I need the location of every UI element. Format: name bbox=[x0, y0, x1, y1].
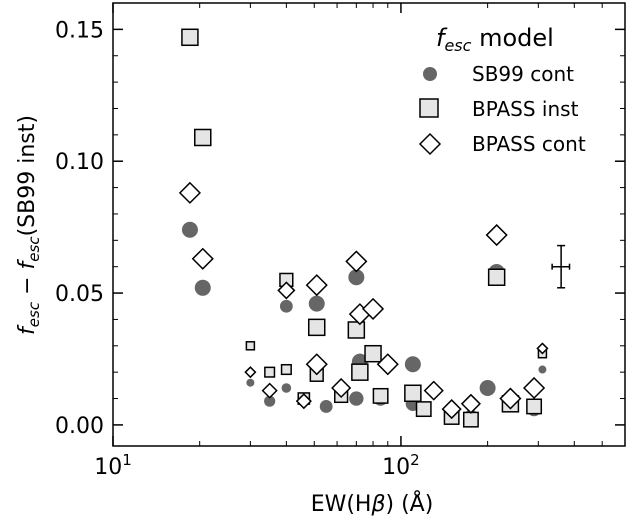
data-point-square bbox=[404, 384, 422, 403]
data-point-square bbox=[245, 341, 256, 351]
data-point-square bbox=[462, 411, 479, 428]
data-point-square bbox=[347, 321, 366, 339]
data-point-square bbox=[307, 318, 326, 337]
y-tick-label: 0.00 bbox=[55, 414, 104, 439]
data-point-square bbox=[415, 401, 432, 418]
data-point-square bbox=[264, 366, 276, 378]
data-point-square bbox=[351, 363, 369, 381]
legend-entry-bpass-cont: BPASS cont bbox=[472, 132, 586, 156]
data-point-diamond bbox=[536, 342, 549, 355]
data-point-circle bbox=[319, 400, 333, 413]
data-point-square bbox=[181, 28, 199, 47]
data-point-circle bbox=[279, 299, 293, 313]
data-point-square bbox=[526, 398, 543, 415]
x-tick-label: 102 bbox=[382, 451, 420, 480]
data-point-square bbox=[487, 268, 506, 286]
data-point-diamond bbox=[361, 297, 385, 320]
data-point-circle bbox=[246, 378, 255, 387]
y-tick-label: 0.10 bbox=[55, 150, 104, 175]
data-point-diamond bbox=[345, 250, 368, 273]
data-point-diamond bbox=[305, 274, 328, 297]
data-point-circle bbox=[264, 395, 276, 407]
data-point-diamond bbox=[485, 223, 508, 247]
data-point-circle bbox=[281, 383, 292, 393]
legend-title: fesc model bbox=[436, 24, 554, 55]
data-point-circle bbox=[404, 356, 421, 373]
error-bar bbox=[551, 244, 571, 289]
data-point-circle bbox=[348, 269, 365, 286]
y-axis: 0.00 0.05 0.10 0.15 bbox=[55, 18, 625, 439]
data-point-circle bbox=[479, 379, 496, 396]
data-point-diamond bbox=[331, 377, 352, 399]
data-point-diamond bbox=[499, 387, 522, 410]
data-point-diamond bbox=[523, 376, 546, 400]
data-point-circle bbox=[308, 295, 325, 312]
data-point-circle bbox=[194, 279, 211, 296]
y-tick-label: 0.15 bbox=[55, 18, 104, 43]
data-point-square bbox=[280, 363, 292, 376]
data-point-circle bbox=[538, 365, 547, 374]
data-point-circle bbox=[349, 391, 364, 406]
data-point-circle bbox=[181, 221, 198, 238]
legend-marker-square bbox=[419, 98, 439, 118]
legend-marker-circle bbox=[423, 67, 437, 81]
x-axis: 101 102 bbox=[94, 3, 626, 480]
y-axis-label: fesc − fesc(SB99 inst) bbox=[15, 115, 43, 335]
data-point-diamond bbox=[261, 382, 278, 399]
data-point-diamond bbox=[423, 380, 444, 401]
plot-frame bbox=[112, 2, 626, 447]
x-tick-label: 101 bbox=[94, 451, 132, 480]
data-point-diamond bbox=[178, 181, 201, 204]
data-point-square bbox=[372, 387, 389, 404]
data-point-diamond bbox=[277, 281, 296, 300]
data-point-diamond bbox=[295, 393, 312, 410]
legend-marker-diamond bbox=[418, 132, 442, 156]
data-point-diamond bbox=[305, 353, 328, 376]
data-point-square bbox=[194, 128, 212, 147]
data-point-diamond bbox=[376, 353, 399, 376]
x-axis-label: EW(Hβ) (Å) bbox=[311, 490, 434, 517]
data-point-diamond bbox=[191, 247, 214, 270]
data-point-square bbox=[364, 344, 382, 363]
y-tick-label: 0.05 bbox=[55, 282, 104, 307]
legend: fesc model SB99 cont BPASS inst BPASS co… bbox=[418, 24, 586, 156]
legend-entry-bpass-inst: BPASS inst bbox=[472, 97, 579, 121]
plot-markers bbox=[178, 28, 549, 428]
data-point-diamond bbox=[460, 393, 481, 414]
legend-entry-sb99-cont: SB99 cont bbox=[472, 62, 574, 86]
data-point-diamond bbox=[244, 366, 257, 379]
data-point-diamond bbox=[441, 399, 462, 420]
